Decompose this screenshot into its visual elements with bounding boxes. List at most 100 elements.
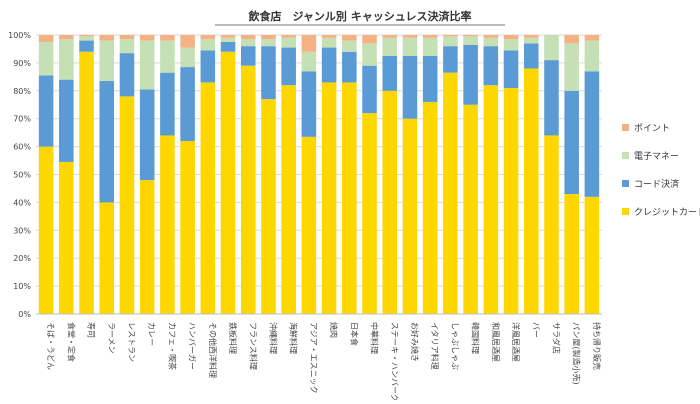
bar-segment: [382, 55, 398, 91]
bar-segment: [301, 71, 317, 137]
bar-segment: [119, 53, 135, 97]
bar-segment: [281, 35, 296, 38]
bar-segment: [281, 37, 296, 48]
bar-segment: [99, 35, 115, 41]
bar-segment: [119, 39, 135, 54]
bar-segment: [362, 113, 377, 315]
bar-segment: [119, 96, 135, 314]
x-axis: そば・うどん 食堂・定食 寿司 ラーメン レストラン カレー カフェ・喫茶 ハンバーガー その他…: [36, 313, 602, 402]
legend-swatch: [622, 124, 629, 131]
bar-segment: [200, 82, 216, 315]
bar-segment: [240, 35, 256, 40]
x-tick-label: 寿司: [87, 322, 97, 338]
bar-segment: [281, 47, 296, 86]
y-tick-label: 0%: [18, 310, 31, 319]
bar-segment: [503, 39, 519, 51]
bar-segment: [220, 41, 236, 52]
bar-segment: [240, 46, 256, 66]
bar-segment: [564, 90, 579, 195]
bar-segment: [422, 101, 438, 315]
bar-segment: [483, 37, 499, 47]
legend-label: 電子マネー: [634, 151, 679, 162]
bar-segment: [463, 35, 478, 37]
bar-segment: [139, 180, 155, 314]
bar-segment: [59, 79, 74, 162]
x-tick-label: お好み焼き: [410, 322, 420, 362]
bar-segment: [59, 35, 74, 40]
y-tick-label: 10%: [13, 282, 31, 291]
bar-segment: [59, 39, 74, 80]
bar-segment: [402, 118, 418, 314]
bar-segment: [382, 37, 398, 56]
bar-segment: [99, 40, 115, 82]
x-tick-label: イタリア料理: [430, 322, 440, 370]
x-tick-label: カフェ・喫茶: [167, 322, 177, 370]
bar-segment: [523, 68, 539, 314]
bar-segment: [261, 35, 276, 40]
bar-segment: [261, 99, 276, 314]
bar-segment: [342, 51, 357, 83]
bar-segment: [321, 82, 337, 315]
bar-segment: [99, 202, 115, 314]
bar-segment: [503, 88, 519, 314]
bar-segment: [443, 46, 458, 73]
bar-segment: [139, 40, 155, 90]
bar-segment: [180, 141, 195, 314]
x-tick-label: 韓国料理: [471, 322, 481, 354]
legend-label: ポイント: [634, 123, 670, 134]
legend-swatch: [622, 208, 629, 215]
y-tick-label: 60%: [13, 143, 31, 152]
bar-segment: [544, 60, 559, 136]
bar-segment: [119, 35, 135, 40]
bar-segment: [443, 36, 458, 47]
bar-segment: [321, 37, 337, 48]
bar-segment: [240, 65, 256, 314]
bar-segment: [584, 71, 600, 197]
x-tick-label: 持ち帰り販売: [592, 322, 602, 370]
y-tick-label: 20%: [13, 254, 31, 263]
bar-segment: [240, 39, 256, 47]
x-tick-label: ステーキ・ハンバーグ: [390, 322, 400, 400]
x-tick-label: 洋風居酒屋: [511, 322, 521, 362]
x-tick-label: ハンバーガー: [188, 322, 198, 370]
bar-segment: [523, 43, 539, 69]
x-tick-label: しゃぶしゃぶ: [450, 322, 459, 370]
bar-segment: [160, 135, 175, 314]
bar-segment: [38, 146, 54, 314]
bars: [38, 35, 600, 315]
bar-segment: [321, 47, 337, 83]
x-tick-label: サラダ店: [551, 322, 561, 354]
x-tick-label: 和風居酒屋: [491, 322, 500, 362]
bar-segment: [402, 37, 418, 56]
bar-segment: [180, 47, 195, 68]
bar-segment: [483, 85, 499, 314]
bar-segment: [463, 44, 478, 105]
bar-segment: [301, 35, 317, 52]
bar-segment: [503, 50, 519, 89]
bar-segment: [79, 40, 94, 52]
legend-swatch: [622, 180, 629, 187]
bar-segment: [362, 35, 377, 44]
bar-segment: [321, 35, 337, 38]
bar-segment: [200, 35, 216, 40]
y-tick-label: 70%: [13, 115, 31, 124]
x-tick-label: 鉄板料理: [228, 322, 238, 354]
bar-segment: [422, 55, 438, 102]
bar-segment: [544, 35, 559, 61]
bar-segment: [220, 37, 236, 42]
legend-swatch: [622, 152, 629, 159]
bar-segment: [342, 35, 357, 41]
x-tick-label: 日本食: [349, 322, 359, 346]
x-tick-label: バー: [531, 322, 540, 338]
x-tick-label: レストラン: [127, 322, 136, 362]
bar-segment: [79, 36, 94, 41]
bar-segment: [523, 35, 539, 38]
bar-segment: [59, 161, 74, 314]
bar-segment: [160, 40, 175, 73]
bar-segment: [463, 36, 478, 45]
x-tick-label: 中華料理: [370, 322, 380, 354]
bar-segment: [160, 35, 175, 41]
bar-segment: [402, 35, 418, 38]
